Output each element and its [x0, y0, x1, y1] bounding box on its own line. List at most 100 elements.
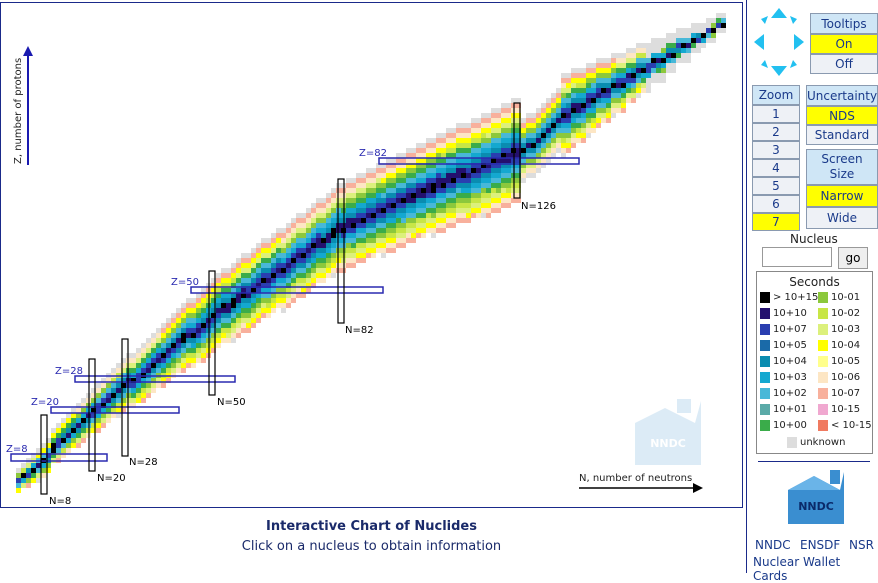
- nuclide-cell[interactable]: [396, 208, 401, 213]
- nuclide-cell[interactable]: [651, 68, 656, 73]
- nuclide-cell[interactable]: [281, 303, 286, 308]
- link-nndc[interactable]: NNDC: [755, 538, 791, 552]
- nuclide-cell[interactable]: [626, 83, 631, 88]
- nuclide-cell[interactable]: [291, 278, 296, 283]
- nuclide-cell[interactable]: [551, 153, 556, 158]
- nuclide-cell[interactable]: [376, 233, 381, 238]
- nuclide-cell[interactable]: [721, 28, 726, 33]
- nuclide-cell[interactable]: [466, 138, 471, 143]
- nuclide-cell[interactable]: [351, 213, 356, 218]
- nuclide-cell[interactable]: [391, 193, 396, 198]
- nuclide-cell[interactable]: [641, 88, 646, 93]
- nuclide-cell[interactable]: [281, 253, 286, 258]
- nuclide-cell[interactable]: [456, 153, 461, 158]
- nuclide-cell[interactable]: [596, 113, 601, 118]
- nuclide-cell[interactable]: [261, 238, 266, 243]
- nuclide-cell[interactable]: [296, 253, 301, 258]
- nuclide-cell[interactable]: [286, 233, 291, 238]
- nuclide-cell[interactable]: [421, 198, 426, 203]
- nuclide-cell[interactable]: [371, 208, 376, 213]
- nuclide-cell[interactable]: [266, 273, 271, 278]
- nuclide-cell[interactable]: [431, 158, 436, 163]
- nuclide-cell[interactable]: [236, 258, 241, 263]
- nuclide-cell[interactable]: [236, 328, 241, 333]
- nuclide-cell[interactable]: [481, 133, 486, 138]
- nuclide-cell[interactable]: [76, 428, 81, 433]
- nuclide-cell[interactable]: [241, 258, 246, 263]
- nuclide-cell[interactable]: [166, 378, 171, 383]
- nuclide-cell[interactable]: [371, 188, 376, 193]
- nuclide-cell[interactable]: [651, 48, 656, 53]
- nuclide-cell[interactable]: [76, 423, 81, 428]
- nuclide-cell[interactable]: [601, 58, 606, 63]
- nuclide-cell[interactable]: [81, 423, 86, 428]
- nuclide-cell[interactable]: [456, 148, 461, 153]
- nuclide-cell[interactable]: [661, 78, 666, 83]
- nuclide-cell[interactable]: [306, 228, 311, 233]
- nuclide-cell[interactable]: [266, 238, 271, 243]
- nuclide-cell[interactable]: [476, 133, 481, 138]
- nuclide-cell[interactable]: [441, 218, 446, 223]
- nuclide-cell[interactable]: [376, 163, 381, 168]
- nuclide-cell[interactable]: [166, 358, 171, 363]
- nuclide-cell[interactable]: [321, 278, 326, 283]
- nuclide-cell[interactable]: [651, 38, 656, 43]
- nuclide-cell[interactable]: [646, 58, 651, 63]
- nuclide-cell[interactable]: [496, 198, 501, 203]
- nuclide-cell[interactable]: [441, 183, 446, 188]
- nuclide-cell[interactable]: [56, 438, 61, 443]
- nuclide-cell[interactable]: [256, 243, 261, 248]
- nuclide-cell[interactable]: [201, 338, 206, 343]
- nuclide-cell[interactable]: [441, 198, 446, 203]
- nuclide-cell[interactable]: [521, 118, 526, 123]
- nuclide-cell[interactable]: [711, 38, 716, 43]
- nuclide-cell[interactable]: [306, 218, 311, 223]
- nuclide-cell[interactable]: [686, 38, 691, 43]
- nuclide-cell[interactable]: [566, 143, 571, 148]
- nuclide-cell[interactable]: [356, 213, 361, 218]
- nuclide-cell[interactable]: [296, 263, 301, 268]
- nuclide-cell[interactable]: [461, 193, 466, 198]
- nuclide-cell[interactable]: [81, 408, 86, 413]
- nuclide-cell[interactable]: [561, 133, 566, 138]
- nuclide-cell[interactable]: [526, 118, 531, 123]
- nuclide-cell[interactable]: [591, 93, 596, 98]
- nuclide-cell[interactable]: [696, 43, 701, 48]
- nuclide-cell[interactable]: [131, 358, 136, 363]
- nuclide-cell[interactable]: [471, 183, 476, 188]
- nuclide-cell[interactable]: [461, 208, 466, 213]
- nuclide-cell[interactable]: [166, 333, 171, 338]
- nuclide-cell[interactable]: [346, 183, 351, 188]
- nuclide-cell[interactable]: [376, 173, 381, 178]
- nuclide-cell[interactable]: [571, 68, 576, 73]
- nuclide-cell[interactable]: [401, 193, 406, 198]
- nuclide-cell[interactable]: [576, 128, 581, 133]
- nuclide-cell[interactable]: [316, 238, 321, 243]
- nuclide-cell[interactable]: [406, 178, 411, 183]
- nuclide-cell[interactable]: [166, 328, 171, 333]
- nuclide-cell[interactable]: [296, 248, 301, 253]
- nuclide-cell[interactable]: [246, 278, 251, 283]
- nuclide-cell[interactable]: [271, 238, 276, 243]
- nuclide-cell[interactable]: [606, 108, 611, 113]
- nuclide-cell[interactable]: [366, 233, 371, 238]
- nuclide-cell[interactable]: [81, 398, 86, 403]
- nuclide-cell[interactable]: [256, 253, 261, 258]
- nuclide-cell[interactable]: [601, 98, 606, 103]
- nuclide-cell[interactable]: [161, 358, 166, 363]
- nuclide-cell[interactable]: [381, 218, 386, 223]
- nuclide-cell[interactable]: [466, 123, 471, 128]
- nuclide-cell[interactable]: [571, 133, 576, 138]
- nuclide-cell[interactable]: [196, 358, 201, 363]
- nuclide-cell[interactable]: [436, 148, 441, 153]
- nuclide-cell[interactable]: [211, 338, 216, 343]
- nuclide-cell[interactable]: [446, 198, 451, 203]
- nuclide-cell[interactable]: [316, 198, 321, 203]
- nuclide-cell[interactable]: [351, 178, 356, 183]
- nuclide-cell[interactable]: [646, 43, 651, 48]
- nuclide-cell[interactable]: [66, 433, 71, 438]
- nuclide-cell[interactable]: [266, 283, 271, 288]
- nuclide-cell[interactable]: [411, 218, 416, 223]
- nuclide-cell[interactable]: [581, 78, 586, 83]
- nuclide-cell[interactable]: [156, 358, 161, 363]
